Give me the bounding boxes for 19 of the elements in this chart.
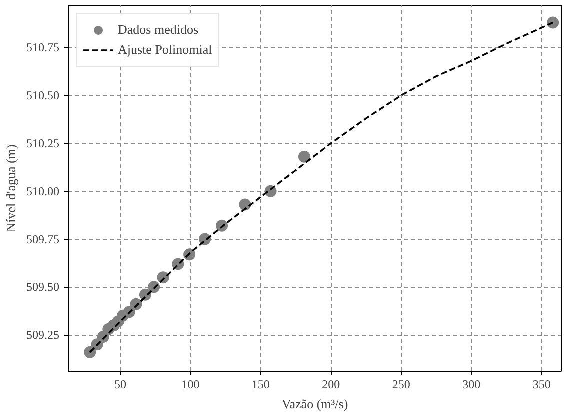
y-tick-label: 510.25 xyxy=(26,136,60,150)
x-tick-label: 250 xyxy=(392,378,410,392)
x-tick-label: 350 xyxy=(532,378,551,392)
x-tick-label: 100 xyxy=(182,378,200,392)
x-tick-label: 200 xyxy=(322,378,340,392)
x-tick-label: 150 xyxy=(252,378,270,392)
x-tick-label: 50 xyxy=(114,378,126,392)
legend-label: Dados medidos xyxy=(118,22,199,38)
x-axis-title: Vazão (m³/s) xyxy=(282,396,348,412)
y-tick-label: 509.50 xyxy=(26,280,60,294)
y-axis-title: Nível d'agua (m) xyxy=(4,144,18,232)
y-tick-label: 510.50 xyxy=(26,88,60,103)
y-tick-label: 509.75 xyxy=(26,232,60,246)
point xyxy=(298,150,310,163)
y-tick-label: 509.25 xyxy=(26,328,60,342)
x-tick-label: 300 xyxy=(462,378,481,392)
legend-label: Ajuste Polinomial xyxy=(118,42,212,58)
y-tick-label: 510.75 xyxy=(26,40,60,55)
y-tick-label: 510.00 xyxy=(26,184,60,198)
